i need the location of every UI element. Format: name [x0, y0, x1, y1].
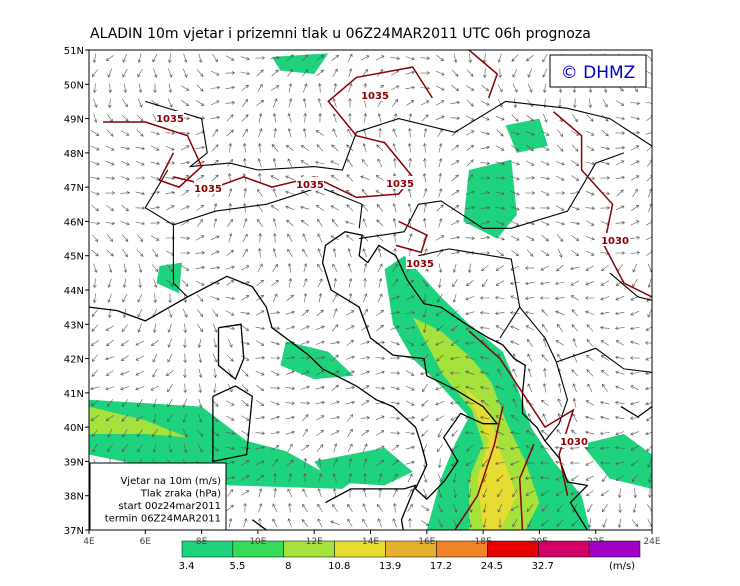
colorbar-label: 5.5 — [229, 561, 245, 572]
isobar-label: 1035 — [156, 114, 184, 125]
lat-label: 37N — [64, 526, 84, 537]
wind-area — [272, 53, 329, 74]
isobar-label: 1035 — [386, 179, 414, 190]
badge: © DHMZ — [561, 63, 636, 83]
wind-area — [314, 447, 413, 486]
isobar — [553, 111, 652, 298]
colorbar-label: 17.2 — [430, 561, 452, 572]
coastline — [212, 385, 253, 463]
wind-area — [463, 159, 517, 239]
isobar-label: 1030 — [601, 236, 629, 247]
colorbar-label: 13.9 — [379, 561, 401, 572]
badge-box — [549, 54, 647, 88]
isobar-label-bg — [156, 111, 184, 124]
isobar — [395, 220, 428, 254]
colorbar-unit: (m/s) — [609, 561, 635, 572]
lat-label: 46N — [64, 217, 84, 228]
isobar-label-bg — [386, 176, 414, 189]
isobar — [468, 330, 575, 496]
lat-label: 43N — [64, 320, 84, 331]
isobar — [468, 50, 499, 99]
lat-label: 41N — [64, 389, 84, 400]
isobar-label-bg — [406, 256, 434, 269]
colorbar-label: 32.7 — [532, 561, 554, 572]
lon-label: 18E — [475, 537, 492, 547]
colorbar-label: 10.8 — [328, 561, 350, 572]
border — [145, 100, 652, 171]
wind-area — [89, 406, 188, 438]
legend-line: Vjetar na 10m (m/s) — [120, 476, 221, 487]
isobar-label-bg — [601, 233, 629, 246]
border — [173, 186, 363, 229]
lat-label: 47N — [64, 183, 84, 194]
coastline — [217, 323, 245, 381]
legend-line: start 00z24mar2011 — [118, 501, 221, 512]
coastline — [251, 519, 268, 530]
isobar — [518, 444, 535, 530]
lat-label: 51N — [64, 46, 84, 57]
lon-label: 4E — [83, 537, 95, 547]
lat-label: 49N — [64, 115, 84, 126]
isobar-label: 1035 — [406, 259, 434, 270]
lon-label: 20E — [531, 537, 548, 547]
lat-label: 42N — [64, 355, 84, 366]
coastline — [89, 231, 589, 530]
isobar-label-bg — [361, 88, 389, 101]
colorbar-segment — [181, 540, 234, 558]
colorbar-label: 3.4 — [179, 561, 195, 572]
isobar — [454, 406, 504, 530]
title: ALADIN 10m vjetar i prizemni tlak u 06Z2… — [90, 26, 591, 42]
isobar-label: 1035 — [296, 180, 324, 191]
isobar-label-bg — [560, 434, 588, 447]
isobar-label: 1030 — [560, 437, 588, 448]
border — [609, 272, 652, 301]
isobar-label-bg — [296, 177, 324, 190]
legend-box — [89, 462, 227, 531]
colorbar-segment — [588, 540, 641, 558]
lat-label: 48N — [64, 149, 84, 160]
border — [418, 248, 521, 339]
lat-label: 50N — [64, 80, 84, 91]
border — [359, 152, 625, 240]
wind-area — [581, 434, 652, 489]
isobar — [103, 121, 203, 188]
lon-label: 10E — [249, 537, 266, 547]
border — [519, 306, 569, 442]
map-layer — [89, 50, 652, 530]
lon-label: 14E — [362, 537, 379, 547]
lon-label: 24E — [643, 537, 660, 547]
isobar-label-bg — [194, 181, 222, 194]
border — [556, 347, 652, 373]
colorbar-label: 24.5 — [481, 561, 503, 572]
isobar-label: 1035 — [361, 91, 389, 102]
colorbar-label: 8 — [285, 561, 291, 572]
lon-label: 22E — [587, 537, 604, 547]
lon-label: 12E — [306, 537, 323, 547]
lat-label: 39N — [64, 457, 84, 468]
lat-label: 38N — [64, 492, 84, 503]
wind-area — [505, 118, 548, 153]
lat-label: 45N — [64, 252, 84, 263]
lat-label: 40N — [64, 423, 84, 434]
lat-label: 44N — [64, 286, 84, 297]
isobar-label: 1035 — [194, 184, 222, 195]
wind-area — [280, 341, 354, 380]
lon-label: 8E — [196, 537, 208, 547]
legend-line: Tlak zraka (hPa) — [140, 489, 221, 500]
legend-line: termin 06Z24MAR2011 — [105, 514, 221, 525]
lon-label: 16E — [418, 537, 435, 547]
coastline — [325, 484, 417, 530]
lon-label: 6E — [140, 537, 152, 547]
coastline — [620, 406, 652, 418]
wind-arrows — [90, 53, 652, 529]
